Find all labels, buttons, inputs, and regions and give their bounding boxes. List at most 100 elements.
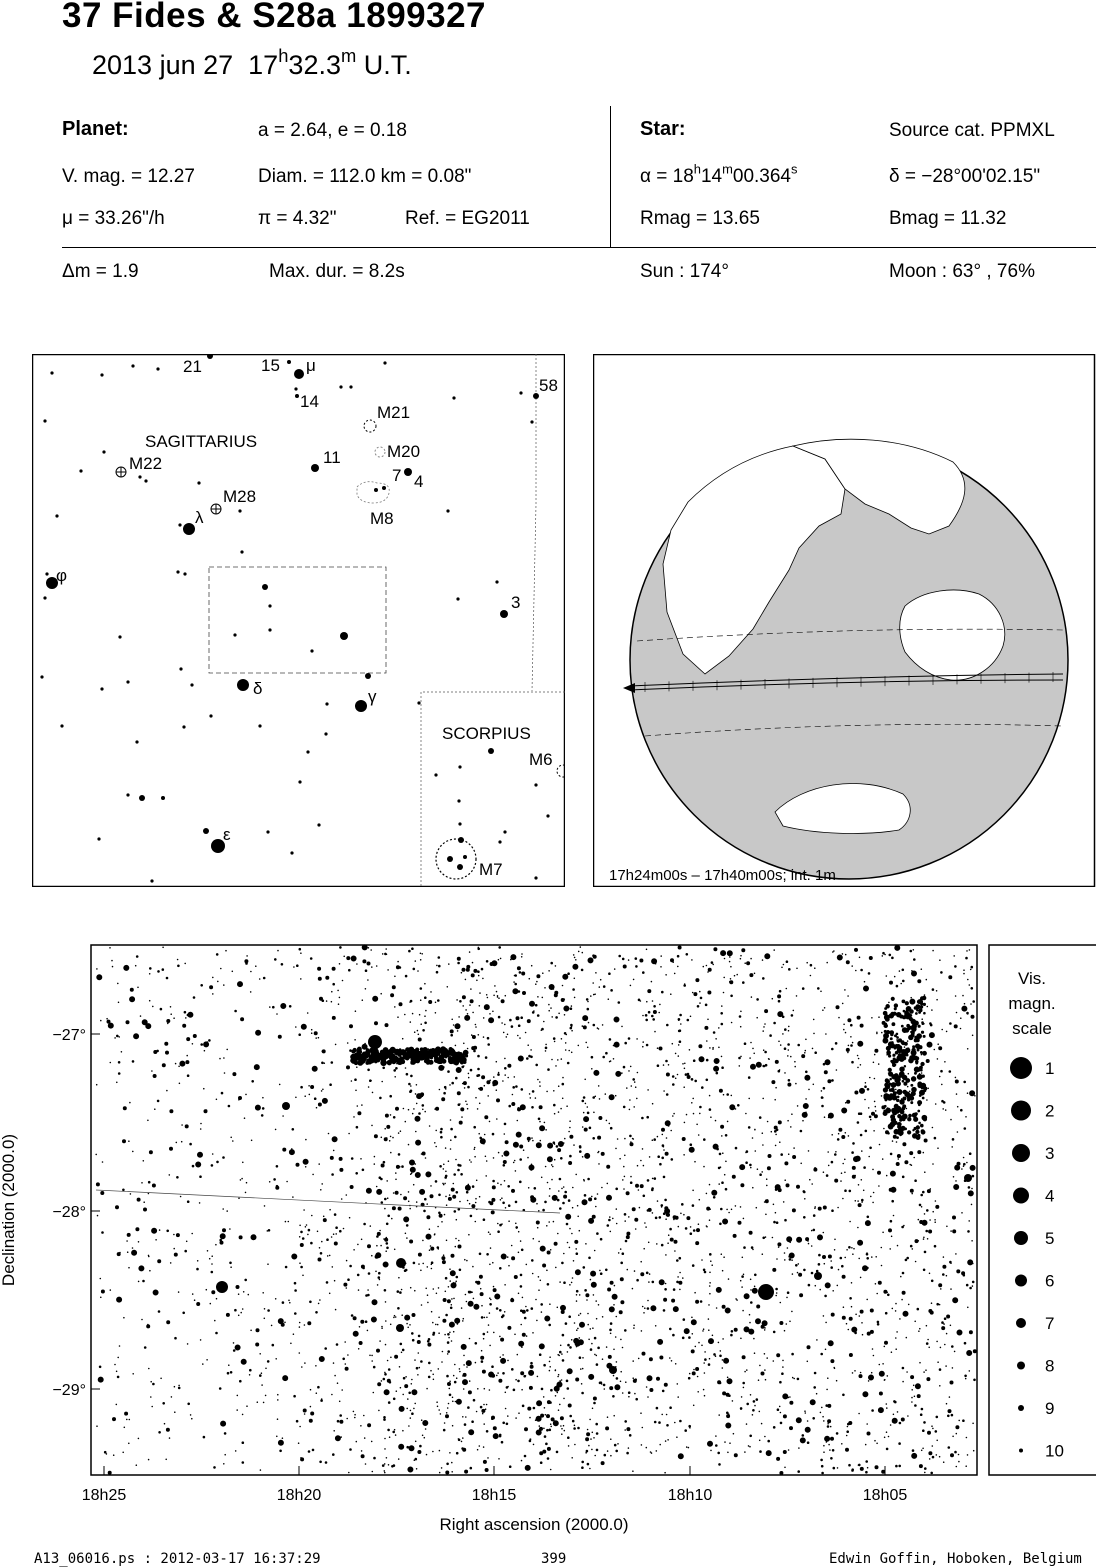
finder-star [355, 700, 367, 712]
finder-star [287, 360, 291, 364]
finder-star [500, 610, 508, 618]
star-label-21: 21 [183, 357, 202, 376]
planet-motion: μ = 33.26"/h [62, 208, 165, 229]
finder-star [488, 748, 494, 754]
legend-dot [1015, 1274, 1027, 1287]
ra-axis: 18h25 18h20 18h15 18h10 18h05 [82, 1466, 907, 1504]
legend-magnitude-label: 6 [1045, 1272, 1054, 1291]
path-limit-south [644, 724, 1064, 737]
legend-magnitude-label: 9 [1045, 1399, 1054, 1418]
finder-star [131, 364, 135, 368]
table-rule [62, 247, 1096, 248]
star-delta: δ = −28°00'02.15" [889, 166, 1041, 187]
star-bmag: Bmag = 11.32 [889, 208, 1007, 229]
finder-star [294, 387, 298, 391]
continent-asia [791, 438, 966, 535]
finder-star [383, 361, 387, 365]
finder-chart: SAGITTARIUS SCORPIUS 21 15 μ 14 58 M21 M… [32, 354, 565, 887]
planet-diameter: Diam. = 112.0 km = 0.08" [258, 166, 472, 187]
finder-star [404, 468, 412, 476]
planet-orbit: a = 2.64, e = 0.18 [258, 120, 407, 141]
legend-dot [1016, 1318, 1026, 1328]
finder-star [530, 420, 534, 424]
star-heading: Star: [640, 118, 686, 140]
alpha-minutes: 14 [700, 166, 723, 187]
finder-star [457, 864, 463, 870]
finder-star [458, 822, 462, 826]
finder-star [79, 469, 83, 473]
alpha-prefix: α = 18 [640, 166, 694, 187]
footer-author: Edwin Goffin, Hoboken, Belgium [829, 1551, 1082, 1567]
field-of-view-box [208, 566, 387, 674]
star-label-mu: μ [306, 356, 316, 375]
star-label-7: 7 [392, 466, 401, 485]
finder-star [434, 773, 438, 777]
legend-title-line-1: Vis. [1018, 969, 1046, 988]
finder-frame [32, 354, 565, 887]
event-datetime: 2013 jun 27 17h32.3m U.T. [92, 46, 412, 81]
dec-axis: −27° −28° −29° [52, 1027, 100, 1399]
finder-star [290, 851, 294, 855]
nebula-label-m8: M8 [370, 509, 394, 528]
footer-file: A13_06016.ps : 2012-03-17 16:37:29 [34, 1551, 321, 1567]
shadow-path-lower [628, 679, 1064, 691]
legend-dot [1017, 1361, 1025, 1370]
finder-star [43, 419, 47, 423]
cluster-label-m22: M22 [129, 454, 162, 473]
finder-star [43, 596, 47, 600]
finder-star [324, 732, 328, 736]
nebula-m8 [356, 481, 390, 504]
legend-magnitude-label: 10 [1045, 1442, 1064, 1461]
finder-star [150, 879, 154, 883]
event-minute: 32.3 [288, 50, 341, 80]
legend-magnitude-label: 3 [1045, 1144, 1054, 1163]
finder-star [457, 799, 461, 803]
constellation-label-scorpius: SCORPIUS [442, 724, 531, 743]
finder-star [209, 714, 213, 718]
bright-field-star [609, 1366, 617, 1374]
finder-star [60, 724, 64, 728]
finder-star [126, 680, 130, 684]
finder-star [118, 635, 122, 639]
ra-tick-label: 18h25 [82, 1487, 127, 1504]
globe-caption: 17h24m00s – 17h40m00s; int. 1m [609, 867, 836, 884]
finder-star [45, 572, 49, 576]
path-time-ticks [644, 672, 1054, 692]
finder-star [176, 570, 180, 574]
legend-title-line-2: magn. [1008, 994, 1055, 1013]
star-label-lambda: λ [195, 508, 204, 527]
cluster-label-m7: M7 [479, 860, 503, 879]
legend-magnitude-label: 1 [1045, 1059, 1054, 1078]
finder-star [452, 396, 456, 400]
finder-star [298, 780, 302, 784]
legend-dot [1014, 1231, 1028, 1245]
legend-items: 1 2 3 4 5 6 7 8 9 10 [1010, 1057, 1064, 1461]
star-label-3: 3 [511, 593, 520, 612]
continent-antarctica [774, 783, 911, 834]
minute-unit: m [340, 45, 357, 67]
ra-tick-label: 18h15 [472, 1487, 517, 1504]
finder-star [546, 814, 550, 818]
event-hour: 17 [248, 50, 279, 80]
finder-star [294, 369, 304, 379]
finder-star [446, 509, 450, 513]
alpha-m-unit: m [722, 161, 733, 177]
finder-star [178, 523, 182, 527]
nebula-label-m20: M20 [387, 442, 420, 461]
finder-star [102, 450, 106, 454]
field-stars [95, 944, 977, 1475]
finder-star [126, 793, 130, 797]
finder-star [197, 481, 201, 485]
finder-star [382, 486, 386, 490]
finder-star [306, 750, 310, 754]
planet-reference: Ref. = EG2011 [405, 208, 530, 229]
y-axis-title: Declination (2000.0) [0, 1134, 18, 1286]
open-cluster-m7 [435, 838, 477, 880]
finder-star [519, 391, 523, 395]
finder-star [266, 830, 270, 834]
constellation-boundary [531, 354, 537, 692]
legend-dot [1011, 1100, 1031, 1121]
x-axis-title: Right ascension (2000.0) [439, 1515, 628, 1534]
finder-star [374, 488, 378, 492]
planet-vmag: V. mag. = 12.27 [62, 166, 195, 187]
